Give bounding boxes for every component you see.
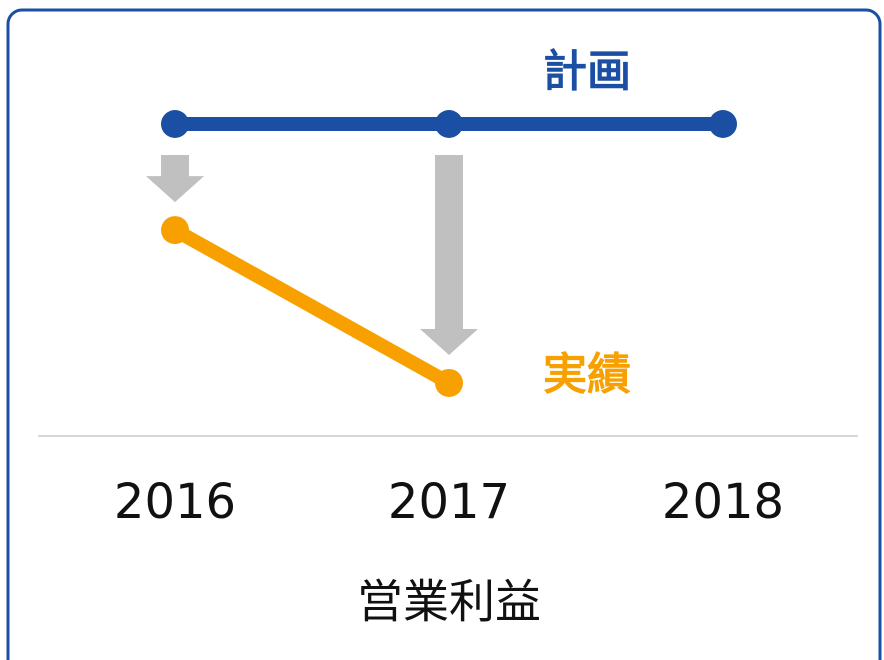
x-axis-label: 営業利益 (357, 575, 541, 629)
series-label: 実績 (543, 349, 631, 400)
point (161, 216, 189, 245)
point (435, 368, 463, 397)
series-label: 計画 (543, 46, 631, 97)
drop-arrow (420, 155, 478, 355)
point (435, 110, 463, 138)
drop-arrow (146, 155, 204, 203)
x-tick-label: 2018 (662, 474, 784, 530)
point (161, 110, 189, 138)
x-tick-label: 2017 (388, 474, 510, 530)
x-tick-label: 2016 (114, 474, 236, 530)
series-line (168, 223, 456, 390)
point (709, 110, 737, 138)
